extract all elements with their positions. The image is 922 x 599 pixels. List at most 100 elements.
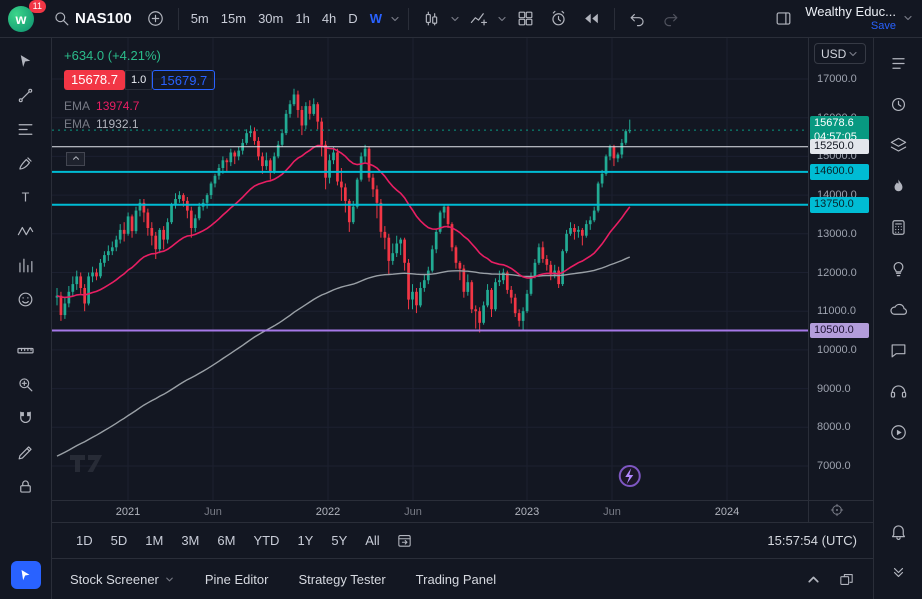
layout-menu-chevron-icon[interactable] (902, 12, 914, 24)
layout-name: Wealthy Educ... (805, 3, 896, 19)
range-3m-button[interactable]: 3M (181, 533, 200, 548)
layout-grid-button[interactable] (510, 5, 541, 32)
range-1d-button[interactable]: 1D (76, 533, 93, 548)
user-menu-button[interactable]: w 11 (8, 0, 46, 34)
text-button[interactable]: T (8, 182, 44, 213)
pencil-button[interactable] (8, 437, 44, 468)
forecast-bars-button[interactable] (8, 250, 44, 281)
drawing-cursor-button[interactable] (10, 561, 41, 589)
goto-date-button[interactable] (396, 532, 413, 549)
range-all-button[interactable]: All (365, 533, 380, 548)
bar-replay-button[interactable] (576, 5, 607, 32)
toolbar-separator (407, 7, 409, 30)
price-badge: 14600.0 (810, 163, 869, 180)
currency-dropdown[interactable]: USD (814, 43, 866, 64)
double-chevron-down-button[interactable] (879, 557, 917, 587)
alert-clock-button[interactable] (879, 89, 917, 119)
save-button[interactable]: Save (870, 19, 896, 32)
time-axis-label[interactable]: 2021 (116, 506, 140, 518)
time-axis-label[interactable]: Jun (404, 506, 422, 518)
ruler-button[interactable] (8, 335, 44, 366)
pine-editor-tab[interactable]: Pine Editor (205, 572, 269, 587)
range-ytd-button[interactable]: YTD (253, 533, 280, 548)
content-area: T 2021 Jun 2022 Jun 2023 Jun 2024 +634.0 (+4.2… (0, 38, 922, 599)
symbol-search-button[interactable]: NAS100 (46, 5, 138, 32)
sell-price-button[interactable]: 15678.7 (64, 70, 125, 90)
layers-button[interactable] (879, 130, 917, 160)
create-alert-button[interactable] (543, 5, 574, 32)
timeframe-menu-chevron-icon[interactable] (389, 13, 401, 25)
price-axis[interactable]: USD 17000.016000.015000.014000.013000.01… (808, 38, 873, 522)
chevron-up-icon (71, 151, 81, 166)
manage-layouts-button[interactable] (768, 5, 799, 32)
right-sidebar-rail (873, 38, 922, 599)
play-circle-button[interactable] (879, 417, 917, 447)
range-5d-button[interactable]: 5D (110, 533, 128, 548)
layout-name-button[interactable]: Wealthy Educ... Save (805, 3, 896, 33)
grid-layout-icon (516, 9, 535, 28)
magnet-button[interactable] (8, 403, 44, 434)
ema-fast-legend[interactable]: EMA 13974.7 (64, 99, 215, 113)
compare-add-symbol-button[interactable] (140, 5, 171, 32)
time-axis-label[interactable]: 2024 (715, 506, 739, 518)
indicators-button[interactable] (463, 5, 494, 32)
utc-clock[interactable]: 15:57:54 (UTC) (767, 533, 857, 548)
timeframe-W[interactable]: W (369, 11, 382, 26)
timeframe-D[interactable]: D (348, 11, 358, 26)
timeframe-15m[interactable]: 15m (220, 11, 247, 26)
range-1y-button[interactable]: 1Y (297, 533, 314, 548)
chart-row: 2021 Jun 2022 Jun 2023 Jun 2024 +634.0 (+4.21%… (52, 38, 873, 522)
ema-slow-legend[interactable]: EMA 11932.1 (64, 117, 215, 131)
timeframe-5m[interactable]: 5m (190, 11, 209, 26)
headset-button[interactable] (879, 376, 917, 406)
text-icon: T (16, 188, 35, 207)
stock-screener-tab[interactable]: Stock Screener (70, 572, 175, 587)
line-collapse-button[interactable] (66, 151, 85, 166)
cursor-button[interactable] (8, 46, 44, 77)
redo-button[interactable] (655, 5, 686, 32)
chart-style-chevron-icon[interactable] (449, 13, 461, 25)
timeframe-4h[interactable]: 4h (321, 11, 337, 26)
flash-marker[interactable] (618, 465, 641, 487)
chevron-down-icon (847, 48, 859, 60)
chart-style-button[interactable] (416, 5, 447, 32)
bulb-button[interactable] (879, 253, 917, 283)
lock-icon (16, 477, 35, 496)
time-axis-label[interactable]: 2022 (316, 506, 340, 518)
buy-price-button[interactable]: 15679.7 (152, 70, 216, 90)
chat-button[interactable] (879, 335, 917, 365)
time-axis-label[interactable]: 2023 (515, 506, 539, 518)
price-chart[interactable]: 2021 Jun 2022 Jun 2023 Jun 2024 (52, 38, 808, 522)
zoom-button[interactable] (8, 369, 44, 400)
cloud-button[interactable] (879, 294, 917, 324)
brush-button[interactable] (8, 148, 44, 179)
chart-legend: +634.0 (+4.21%) 15678.7 1.0 15679.7 EMA … (64, 48, 216, 131)
xabcd-pattern-button[interactable] (8, 216, 44, 247)
range-1m-button[interactable]: 1M (145, 533, 164, 548)
trading-panel-tab[interactable]: Trading Panel (416, 572, 496, 587)
trend-line-button[interactable] (8, 80, 44, 111)
indicators-chevron-icon[interactable] (496, 13, 508, 25)
bell-button[interactable] (879, 516, 917, 546)
price-badge: 15250.0 (810, 138, 869, 155)
flame-button[interactable] (879, 171, 917, 201)
watchlist-button[interactable] (879, 48, 917, 78)
scale-settings-button[interactable] (829, 502, 845, 521)
data-grid-button[interactable] (879, 212, 917, 242)
restore-panel-button[interactable] (838, 571, 855, 588)
time-axis-label[interactable]: Jun (603, 506, 621, 518)
time-axis-label[interactable]: Jun (204, 506, 222, 518)
chart-canvas[interactable]: 2021 Jun 2022 Jun 2023 Jun 2024 +634.0 (+4.21%… (52, 38, 808, 522)
fib-lines-button[interactable] (8, 114, 44, 145)
strategy-tester-tab[interactable]: Strategy Tester (298, 572, 385, 587)
timeframe-1h[interactable]: 1h (295, 11, 310, 26)
lock-button[interactable] (8, 471, 44, 502)
range-6m-button[interactable]: 6M (217, 533, 236, 548)
emoji-button[interactable] (8, 284, 44, 315)
undo-button[interactable] (622, 5, 653, 32)
currency-label: USD (821, 46, 847, 61)
expand-panel-button[interactable] (805, 571, 822, 588)
candles-series (55, 88, 632, 333)
timeframe-30m[interactable]: 30m (258, 11, 284, 26)
range-5y-button[interactable]: 5Y (331, 533, 348, 548)
